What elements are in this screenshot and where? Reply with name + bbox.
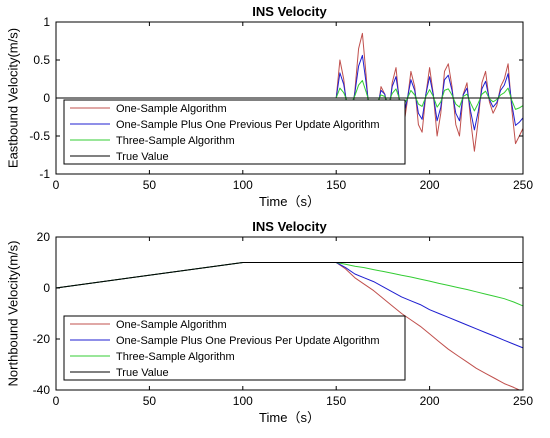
x-tick-label: 250	[513, 394, 533, 408]
plot-frame	[55, 236, 524, 391]
series-line-0	[56, 32, 524, 152]
x-axis-label: Time（s）	[259, 194, 320, 209]
y-tick-label: 0	[43, 281, 50, 295]
y-tick-label: 0	[43, 91, 50, 105]
x-tick-label: 100	[233, 394, 253, 408]
legend-label: One-Sample Plus One Previous Per Update …	[116, 119, 380, 131]
x-tick-label: 200	[420, 394, 440, 408]
series-line-1	[55, 262, 524, 349]
legend-label: Three-Sample Algorithm	[116, 135, 235, 147]
y-tick-label: 20	[37, 230, 51, 244]
x-tick-label: 100	[233, 178, 253, 192]
x-tick-label: 200	[420, 178, 440, 192]
y-tick-label: -0.5	[29, 129, 50, 143]
legend-box	[63, 99, 406, 165]
legend: One-Sample Algorithm One-Sample Plus One …	[63, 99, 406, 165]
x-tick-label: 250	[513, 178, 533, 192]
plot-title: INS Velocity	[252, 219, 327, 234]
legend-box	[63, 315, 406, 381]
y-tick-label: -40	[33, 383, 51, 397]
y-tick-label: -1	[39, 167, 50, 181]
legend-label: True Value	[116, 151, 169, 163]
legend-label: True Value	[116, 367, 169, 379]
y-axis-label: Eastbound Velocity(m/s)	[5, 28, 20, 168]
legend-label: One-Sample Plus One Previous Per Update …	[116, 335, 380, 347]
x-axis-label: Time（s）	[259, 410, 320, 425]
series-lines	[55, 262, 524, 391]
x-tick-label: 0	[53, 178, 60, 192]
y-axis-label: Northbound Velocity(m/s)	[5, 241, 20, 387]
series-line-2	[55, 262, 524, 307]
legend-label: One-Sample Algorithm	[116, 103, 227, 115]
axis-ticks: 0 50 100 150 200 250 -1 -0.5 0 0.5 1	[29, 15, 533, 192]
series-line-2	[56, 80, 524, 112]
x-tick-label: 50	[143, 394, 157, 408]
series-line-0	[55, 262, 523, 391]
legend-label: One-Sample Algorithm	[116, 319, 227, 331]
x-tick-label: 0	[53, 394, 60, 408]
legend-label: Three-Sample Algorithm	[116, 351, 235, 363]
northbound-plot: INS Velocity Northbound Velocity(m/s) Ti…	[5, 219, 533, 425]
legend: One-Sample Algorithm One-Sample Plus One …	[63, 315, 406, 381]
series-line-1	[56, 54, 524, 131]
x-tick-label: 50	[143, 178, 157, 192]
axis-ticks: 0 50 100 150 200 250 -40 -20 0 20	[33, 230, 534, 408]
x-tick-label: 150	[326, 394, 346, 408]
series-line-3	[55, 262, 523, 289]
plot-title: INS Velocity	[252, 4, 327, 19]
y-tick-label: -20	[33, 332, 51, 346]
x-tick-label: 150	[326, 178, 346, 192]
y-tick-label: 0.5	[33, 53, 50, 67]
series-lines	[56, 32, 524, 152]
eastbound-plot: INS Velocity Eastbound Velocity(m/s) Tim…	[5, 4, 533, 209]
y-tick-label: 1	[43, 15, 50, 29]
